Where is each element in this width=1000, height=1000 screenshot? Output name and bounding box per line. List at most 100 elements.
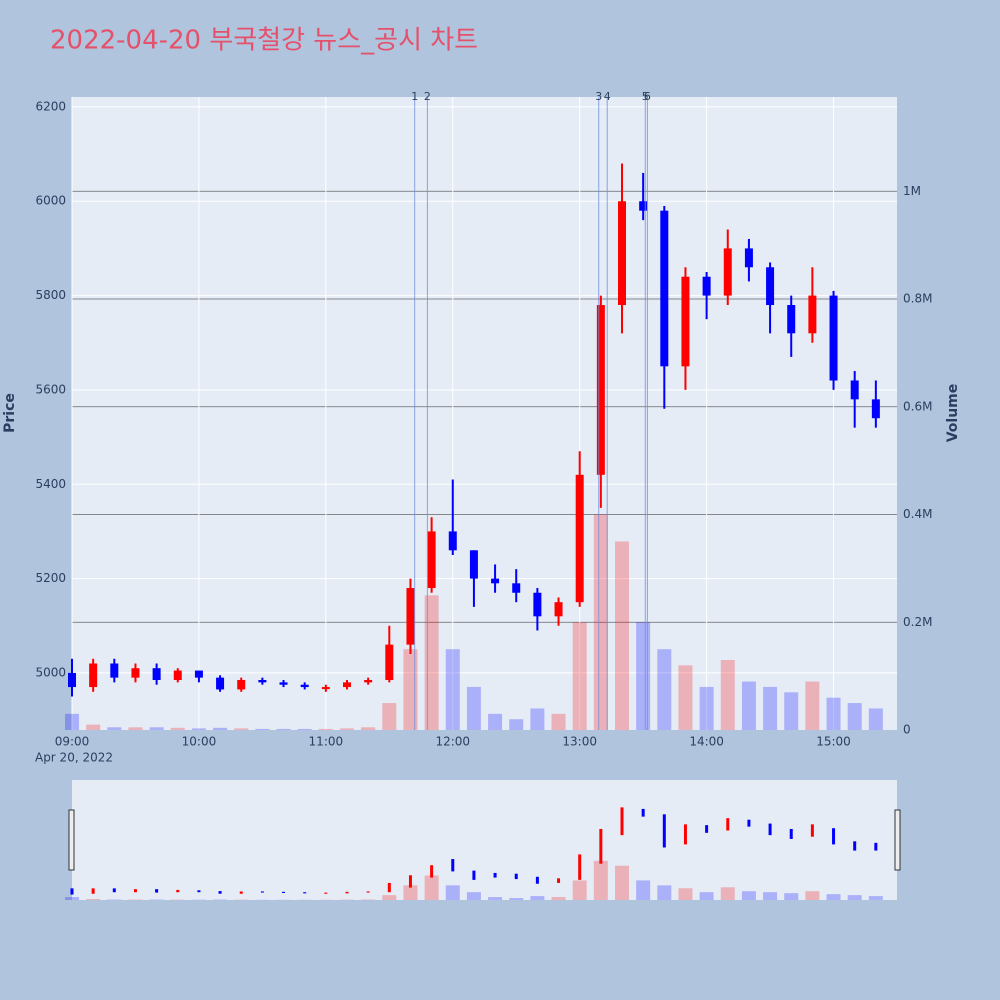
candle-body: [787, 305, 796, 334]
slider-volume-bar: [466, 892, 481, 900]
x-tick-label: 15:00: [816, 735, 851, 749]
candle-body: [343, 682, 351, 688]
volume-bar: [403, 649, 418, 730]
slider-volume-bar: [720, 887, 735, 900]
x-tick-label: 14:00: [689, 735, 724, 749]
x-tick-label: 09:00: [55, 735, 90, 749]
volume-bar: [276, 728, 291, 730]
candle-body: [152, 668, 161, 681]
x-tick-label: 10:00: [182, 735, 217, 749]
candle-body: [554, 602, 563, 617]
candle-body: [491, 578, 500, 584]
candle-body: [512, 583, 521, 593]
slider-volume-bar: [65, 897, 79, 900]
slider-volume-bar: [805, 891, 820, 900]
y-tick-label: 5600: [35, 382, 66, 396]
volume-bar: [636, 622, 651, 730]
news-label: 4: [604, 90, 611, 103]
volume-bar: [699, 686, 714, 730]
volume-bar: [361, 727, 376, 730]
volume-bar: [424, 595, 439, 730]
slider-volume-bar: [551, 897, 566, 900]
slider-volume-bar: [678, 888, 693, 900]
slider-volume-bar: [636, 880, 651, 900]
slider-handle[interactable]: [894, 809, 901, 871]
slider-handle[interactable]: [68, 809, 75, 871]
y-tick-label: 5200: [35, 571, 66, 585]
candle-body: [448, 531, 457, 551]
volume-bar: [847, 703, 862, 730]
candle-body: [681, 276, 690, 367]
volume-bar: [741, 681, 756, 730]
x-tick-label: 12:00: [435, 735, 470, 749]
slider-volume-bar: [741, 891, 756, 900]
candle-body: [660, 210, 669, 367]
candle-body: [766, 267, 775, 306]
volume-bar: [657, 649, 672, 730]
slider-volume-bar: [424, 875, 439, 900]
candle-body: [89, 663, 98, 688]
volume-bar: [213, 727, 228, 730]
candle-body: [385, 644, 394, 681]
x-tick-label: 13:00: [562, 735, 597, 749]
slider-volume-bar: [593, 860, 608, 900]
volume-bar: [318, 728, 333, 730]
volume-bar: [826, 697, 841, 730]
chart-title: 2022-04-20 부국철강 뉴스_공시 차트: [50, 26, 478, 56]
slider-volume-bar: [572, 880, 587, 900]
plot-area: [72, 97, 897, 730]
y2-tick-label: 0.2M: [903, 615, 932, 629]
range-slider[interactable]: [72, 780, 897, 900]
candle-body: [723, 248, 732, 296]
slider-volume-bar: [784, 893, 799, 900]
y-tick-label: 6000: [35, 194, 66, 208]
y-tick-label: 5800: [35, 288, 66, 302]
candle-body: [406, 588, 415, 645]
candle-body: [279, 682, 288, 685]
volume-bar: [170, 727, 185, 730]
candle-body: [702, 276, 711, 296]
candle-body: [173, 670, 182, 681]
candle-body: [744, 248, 753, 268]
volume-bar: [720, 659, 735, 730]
volume-bar: [509, 719, 524, 730]
candle-body: [808, 295, 817, 334]
candle-body: [131, 668, 140, 678]
candle-body: [575, 474, 584, 603]
slider-volume-bar: [488, 897, 503, 900]
candle-body: [596, 305, 605, 475]
volume-bar: [678, 665, 693, 730]
volume-bar: [488, 713, 503, 730]
candle-body: [427, 531, 436, 589]
volume-bar: [65, 713, 79, 730]
candle-body: [639, 201, 648, 211]
volume-bar: [593, 514, 608, 730]
news-label: 2: [424, 90, 431, 103]
candle-body: [110, 663, 119, 678]
candle-body: [68, 672, 76, 688]
y-axis-title: Price: [2, 393, 18, 433]
volume-bar: [445, 649, 460, 730]
volume-bar: [572, 622, 587, 730]
volume-bar: [784, 692, 799, 730]
volume-bar: [530, 708, 545, 730]
slider-volume-bar: [382, 895, 397, 900]
y-tick-label: 5400: [35, 477, 66, 491]
news-label: 1: [411, 90, 418, 103]
y2-tick-label: 0: [903, 723, 911, 737]
volume-bar: [805, 681, 820, 730]
y2-axis-title: Volume: [945, 384, 961, 443]
volume-bar: [255, 728, 270, 730]
slider-volume-bar: [763, 892, 778, 900]
slider-volume-bar: [826, 894, 841, 900]
slider-volume-bar: [530, 896, 545, 900]
candle-body: [829, 295, 838, 381]
slider-volume-bar: [847, 895, 862, 900]
candle-body: [194, 670, 203, 678]
volume-bar: [234, 728, 249, 730]
volume-bar: [191, 728, 206, 730]
slider-volume-bar: [615, 865, 629, 900]
candle-body: [850, 380, 859, 400]
volume-bar: [107, 727, 122, 730]
